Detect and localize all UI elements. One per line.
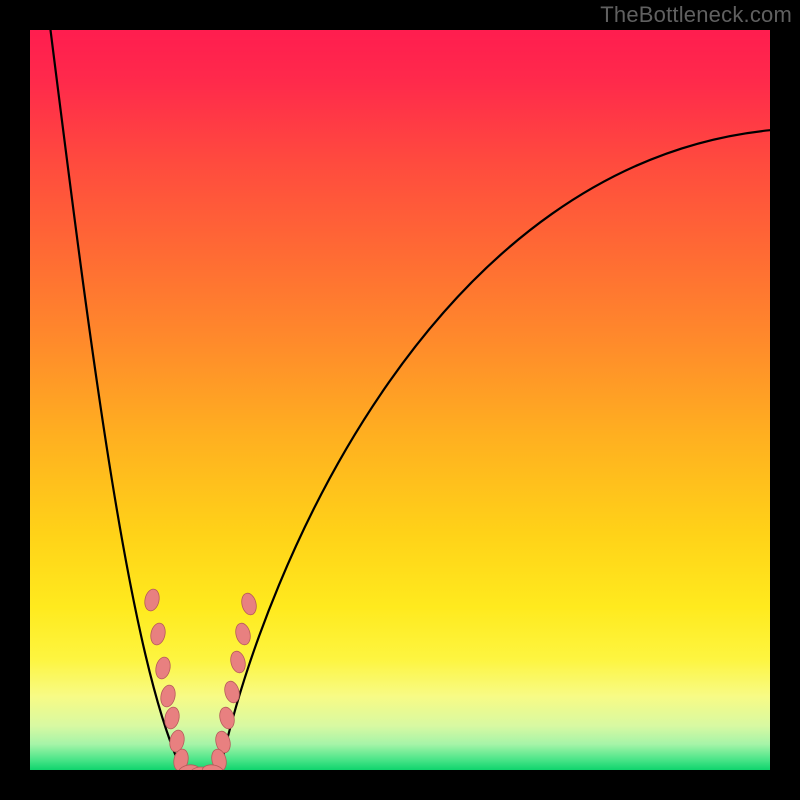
bottleneck-chart <box>0 0 800 800</box>
chart-container: TheBottleneck.com <box>0 0 800 800</box>
gradient-background <box>30 30 770 770</box>
